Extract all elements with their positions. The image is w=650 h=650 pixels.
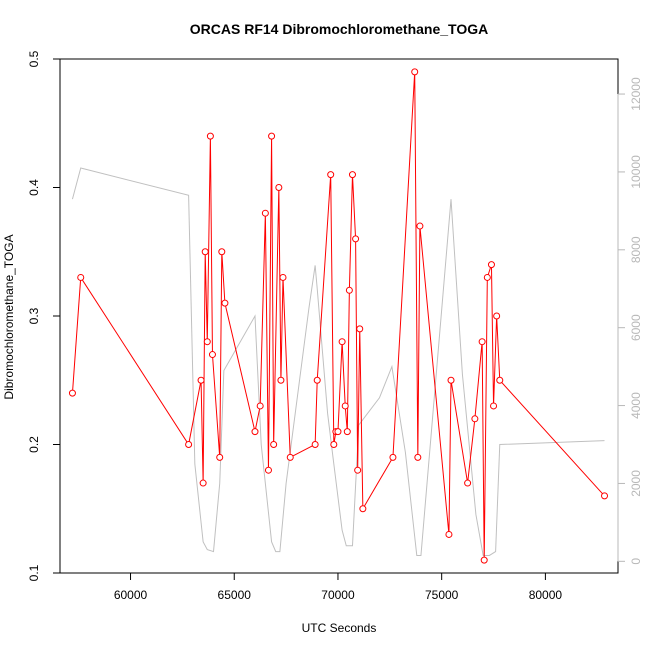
data-point: [221, 299, 229, 307]
y-axis-left: 0.1 0.2 0.3 0.4 0.5: [27, 50, 61, 581]
data-point: [414, 453, 422, 461]
data-point: [275, 184, 283, 191]
y-tick-label: 0.2: [27, 436, 41, 453]
data-point: [447, 376, 455, 384]
y2-tick-label: 8000: [629, 236, 643, 263]
data-point: [208, 351, 216, 359]
y2-tick-label: 4000: [629, 392, 643, 419]
data-point: [445, 530, 453, 538]
y2-tick-label: 0: [629, 558, 643, 565]
data-point: [199, 479, 207, 487]
data-point: [496, 376, 504, 384]
x-tick-label: 60000: [114, 588, 148, 602]
data-point: [270, 441, 278, 448]
data-point: [327, 171, 335, 179]
data-point: [487, 261, 495, 269]
data-point: [203, 338, 211, 346]
data-point: [411, 68, 419, 76]
data-point: [471, 415, 479, 423]
x-axis: 60000 65000 70000 75000 80000: [114, 572, 563, 602]
data-point: [389, 453, 397, 461]
data-point: [286, 453, 294, 461]
data-point: [493, 312, 501, 320]
data-point: [354, 466, 362, 474]
y-axis-label: Dibromochloromethane_TOGA: [2, 234, 16, 399]
data-point: [218, 248, 226, 256]
data-point: [352, 235, 360, 243]
data-point: [311, 441, 319, 448]
data-point: [313, 376, 321, 384]
y-axis-right: 0 2000 4000 6000 8000 10000 12000: [617, 77, 643, 565]
data-point: [334, 428, 342, 436]
x-axis-label: UTC Seconds: [302, 621, 377, 635]
data-point: [345, 286, 353, 294]
data-point: [348, 171, 356, 179]
secondary-series-line: [71, 167, 605, 556]
data-point: [478, 338, 486, 346]
y2-tick-label: 6000: [629, 314, 643, 341]
data-point: [251, 428, 259, 436]
series-layer: [68, 68, 609, 564]
data-point: [77, 273, 85, 281]
x-tick-label: 75000: [425, 588, 459, 602]
data-point: [256, 402, 264, 410]
chart-title: ORCAS RF14 Dibromochloromethane_TOGA: [190, 21, 488, 37]
data-point: [277, 376, 285, 384]
data-point: [330, 441, 338, 448]
data-point: [261, 209, 269, 217]
data-point: [206, 132, 214, 140]
data-point: [480, 556, 488, 564]
data-point: [464, 479, 472, 487]
data-point: [201, 248, 209, 256]
y-tick-label: 0.4: [27, 179, 41, 196]
data-point: [268, 132, 276, 140]
data-point: [68, 389, 76, 397]
data-point: [216, 453, 224, 461]
data-point: [185, 441, 193, 448]
data-point: [416, 222, 424, 230]
data-point: [264, 466, 272, 474]
data-point: [483, 273, 491, 281]
y2-tick-label: 2000: [629, 470, 643, 497]
data-point: [341, 402, 349, 410]
y2-tick-label: 12000: [629, 77, 643, 111]
x-tick-label: 70000: [321, 588, 355, 602]
y-tick-label: 0.5: [27, 50, 41, 67]
y2-tick-label: 10000: [629, 155, 643, 189]
data-point: [197, 376, 205, 384]
data-point: [343, 428, 351, 436]
x-tick-label: 65000: [218, 588, 252, 602]
x-tick-label: 80000: [529, 588, 563, 602]
data-point: [490, 402, 498, 410]
data-point: [356, 325, 364, 333]
data-point: [338, 338, 346, 346]
data-point: [359, 505, 367, 513]
y-tick-label: 0.3: [27, 307, 41, 324]
data-point: [279, 273, 287, 281]
y-tick-label: 0.1: [27, 564, 41, 581]
data-point: [601, 492, 609, 500]
